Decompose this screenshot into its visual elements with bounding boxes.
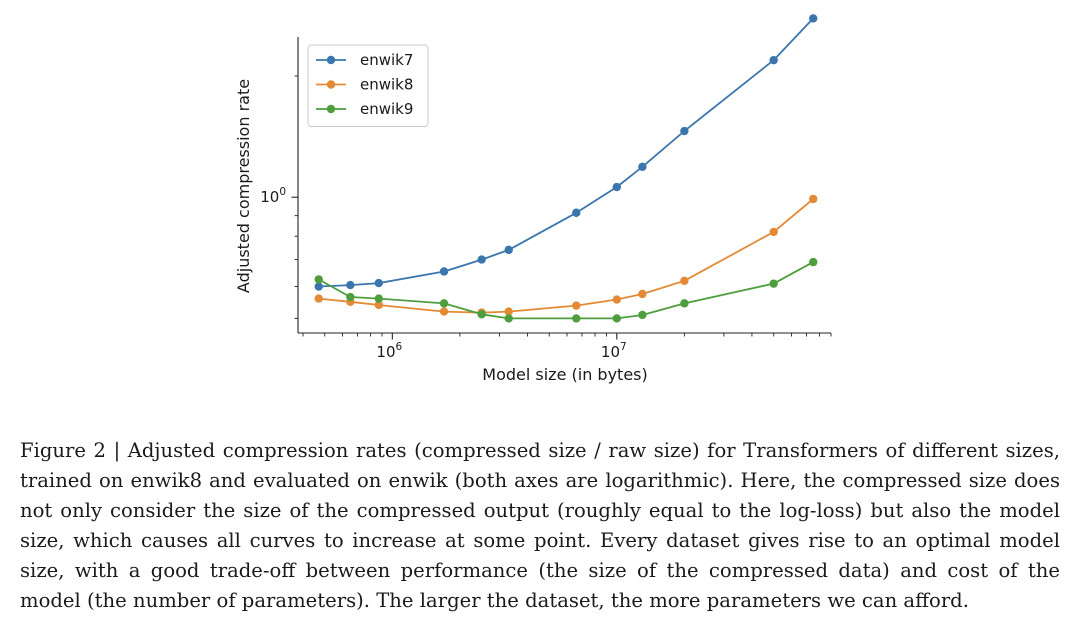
x-tick-label: 107: [601, 341, 627, 361]
figure-caption: Figure 2 | Adjusted compression rates (c…: [20, 439, 1060, 612]
data-point-enwik9: [612, 314, 621, 323]
x-tick-label: 106: [376, 341, 402, 361]
data-point-enwik7: [477, 255, 486, 264]
data-point-enwik8: [572, 301, 581, 310]
series-line-enwik8: [318, 198, 814, 314]
compression-rate-chart: 106 107 100 Model size (in bytes) Adjusted…: [234, 14, 832, 384]
legend-swatch-marker: [326, 80, 336, 89]
data-point-enwik7: [572, 208, 581, 217]
data-point-enwik9: [572, 314, 581, 323]
data-point-enwik7: [314, 282, 323, 291]
legend-label-enwik9: enwik9: [360, 100, 413, 118]
legend-swatch-marker: [326, 104, 336, 114]
data-point-enwik7: [504, 245, 513, 255]
data-point-enwik7: [346, 280, 355, 290]
data-point-enwik8: [769, 227, 778, 237]
x-axis-label: Model size (in bytes): [482, 365, 647, 384]
data-point-enwik8: [504, 307, 513, 316]
legend-label-enwik8: enwik8: [360, 76, 413, 94]
data-point-enwik9: [504, 314, 513, 323]
data-point-enwik8: [638, 289, 647, 299]
data-point-enwik8: [439, 307, 449, 316]
data-point-enwik8: [680, 276, 689, 286]
data-point-enwik7: [680, 126, 689, 136]
data-point-enwik7: [809, 14, 818, 23]
legend-label-enwik7: enwik7: [360, 51, 413, 69]
data-point-enwik9: [439, 299, 449, 308]
data-point-enwik9: [809, 257, 818, 267]
y-axis-label: Adjusted compression rate: [234, 79, 253, 293]
data-point-enwik8: [612, 295, 621, 304]
data-point-enwik9: [769, 279, 778, 288]
data-point-enwik7: [769, 55, 778, 65]
legend-swatch-marker: [326, 55, 336, 65]
data-point-enwik9: [374, 294, 383, 303]
series-line-enwik9: [318, 261, 814, 320]
legend-box: [307, 44, 429, 127]
data-point-enwik9: [346, 292, 355, 302]
data-point-enwik8: [374, 300, 383, 310]
data-point-enwik9: [314, 275, 323, 284]
data-point-enwik9: [680, 299, 689, 308]
series-line-enwik7: [318, 17, 814, 288]
data-point-enwik9: [477, 310, 486, 319]
data-point-enwik7: [638, 162, 647, 172]
legend: enwik7 enwik8 enwik9: [307, 44, 429, 127]
data-point-enwik8: [314, 294, 323, 303]
data-point-enwik8: [809, 194, 818, 204]
data-point-enwik7: [612, 182, 621, 192]
data-point-enwik9: [638, 310, 647, 320]
data-point-enwik7: [439, 267, 449, 276]
plot-area: 106 107 100: [260, 14, 832, 361]
y-tick-label: 100: [260, 186, 286, 206]
data-point-enwik7: [374, 278, 383, 288]
